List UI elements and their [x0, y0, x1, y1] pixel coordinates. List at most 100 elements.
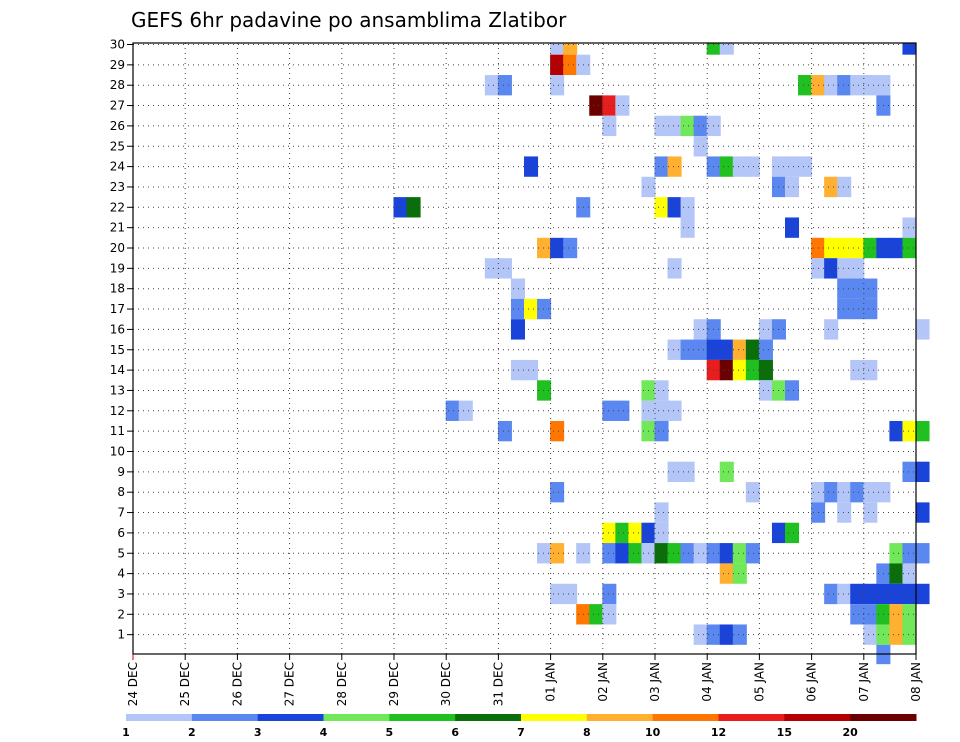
- y-tick-label: 18: [110, 282, 125, 296]
- heatmap-cell: [602, 400, 617, 421]
- colorbar-label: 5: [386, 726, 394, 739]
- y-tick-label: 10: [110, 445, 125, 459]
- colorbar-label: 8: [583, 726, 591, 739]
- heatmap-cell: [497, 420, 512, 442]
- x-tick-label: 03 JAN: [648, 662, 662, 702]
- colorbar-segment: [718, 714, 785, 721]
- x-axis-ticks: 24 DEC 25 DEC 26 DEC 27 DEC 28 DEC 29 DEC 30 D…: [126, 654, 923, 706]
- heatmap-cell: [785, 176, 800, 198]
- heatmap-cell: [824, 237, 839, 259]
- y-tick-label: 7: [117, 506, 125, 520]
- colorbar-segment: [521, 714, 588, 721]
- heatmap-cell: [758, 339, 773, 360]
- heatmap-cell: [706, 43, 721, 55]
- colorbar-segment: [784, 714, 851, 721]
- heatmap-cell: [889, 543, 904, 564]
- heatmap-cell: [693, 136, 708, 157]
- heatmap-cell: [732, 543, 747, 564]
- heatmap-cell: [719, 461, 734, 483]
- heatmap-cell: [719, 43, 734, 55]
- heatmap-cell: [602, 543, 617, 564]
- y-tick-label: 20: [110, 241, 125, 255]
- y-tick-label: 13: [110, 383, 125, 397]
- heatmap-cell: [863, 604, 878, 625]
- colorbar-label: 4: [320, 726, 328, 739]
- colorbar-segment: [455, 714, 522, 721]
- y-tick-label: 3: [117, 587, 125, 601]
- x-tick-label: 24 DEC: [126, 662, 140, 706]
- heatmap-cell: [693, 624, 708, 645]
- heatmap-cell: [732, 624, 747, 645]
- heatmap-cell: [732, 359, 747, 381]
- y-tick-label: 4: [117, 567, 125, 581]
- heatmap-cell: [824, 258, 839, 279]
- heatmap-cell: [915, 502, 930, 523]
- y-tick-label: 19: [110, 261, 125, 275]
- heatmap-cell: [837, 502, 852, 523]
- colorbar-label: 12: [711, 726, 726, 739]
- heatmap-cell: [680, 461, 695, 483]
- x-tick-label: 31 DEC: [491, 662, 505, 706]
- heatmap-cell: [798, 156, 813, 177]
- y-tick-label: 9: [117, 465, 125, 479]
- heatmap-cell: [824, 482, 839, 503]
- heatmap-cell: [915, 543, 930, 564]
- colorbar-label: 15: [777, 726, 792, 739]
- heatmap-cell: [902, 217, 917, 238]
- y-tick-label: 23: [110, 180, 125, 194]
- heatmap-cell: [863, 75, 878, 96]
- heatmap-cell: [837, 176, 852, 198]
- heatmap-cell: [550, 237, 565, 259]
- heatmap-cell: [615, 400, 630, 421]
- heatmap-cell: [654, 156, 669, 177]
- y-tick-label: 22: [110, 200, 125, 214]
- heatmap-cell: [680, 339, 695, 360]
- heatmap-cell: [510, 298, 525, 320]
- y-tick-label: 6: [117, 526, 125, 540]
- heatmap-cell: [850, 75, 865, 96]
- heatmap-cell: [550, 420, 565, 442]
- heatmap-cell: [785, 380, 800, 401]
- y-tick-label: 29: [110, 58, 125, 72]
- x-tick-label: 01 JAN: [544, 662, 558, 702]
- heatmap-cell: [785, 156, 800, 177]
- heatmap-cell: [667, 156, 682, 177]
- colorbar-segment: [257, 714, 324, 721]
- heatmap-cell: [602, 604, 617, 625]
- heatmap-cell: [654, 380, 669, 401]
- heatmap-cell: [602, 115, 617, 137]
- heatmap-cell: [850, 237, 865, 259]
- heatmap-cell: [484, 258, 499, 279]
- heatmap-cell: [850, 298, 865, 320]
- heatmap-cell: [902, 624, 917, 645]
- heatmap-cell: [680, 197, 695, 218]
- heatmap-cell: [667, 258, 682, 279]
- y-axis-ticks: 1234567891011121314151617181920212223242…: [110, 38, 133, 642]
- heatmap-cell: [563, 43, 578, 55]
- y-tick-label: 16: [110, 322, 125, 336]
- heatmap-cell: [589, 95, 604, 116]
- heatmap-cell: [915, 583, 930, 605]
- heatmap-cell: [837, 237, 852, 259]
- heatmap-cell: [902, 420, 917, 442]
- heatmap-cell: [785, 522, 800, 544]
- x-tick-label: 28 DEC: [335, 662, 349, 706]
- heatmap-cell: [745, 543, 760, 564]
- heatmap-cell: [889, 604, 904, 625]
- heatmap-cell: [719, 543, 734, 564]
- heatmap-cell: [497, 75, 512, 96]
- heatmap-cell: [628, 543, 643, 564]
- heatmap-cell: [837, 482, 852, 503]
- heatmap-cell: [693, 339, 708, 360]
- heatmap-cell: [745, 156, 760, 177]
- colorbar-segment: [191, 714, 259, 721]
- heatmap-cell: [863, 482, 878, 503]
- grid-layer: [133, 43, 916, 654]
- x-tick-label: 05 JAN: [752, 662, 766, 702]
- y-tick-label: 5: [117, 546, 125, 560]
- colorbar-segment: [126, 714, 193, 721]
- y-tick-label: 27: [110, 99, 125, 113]
- heatmap-cell: [563, 54, 578, 76]
- heatmap-cell: [915, 319, 930, 340]
